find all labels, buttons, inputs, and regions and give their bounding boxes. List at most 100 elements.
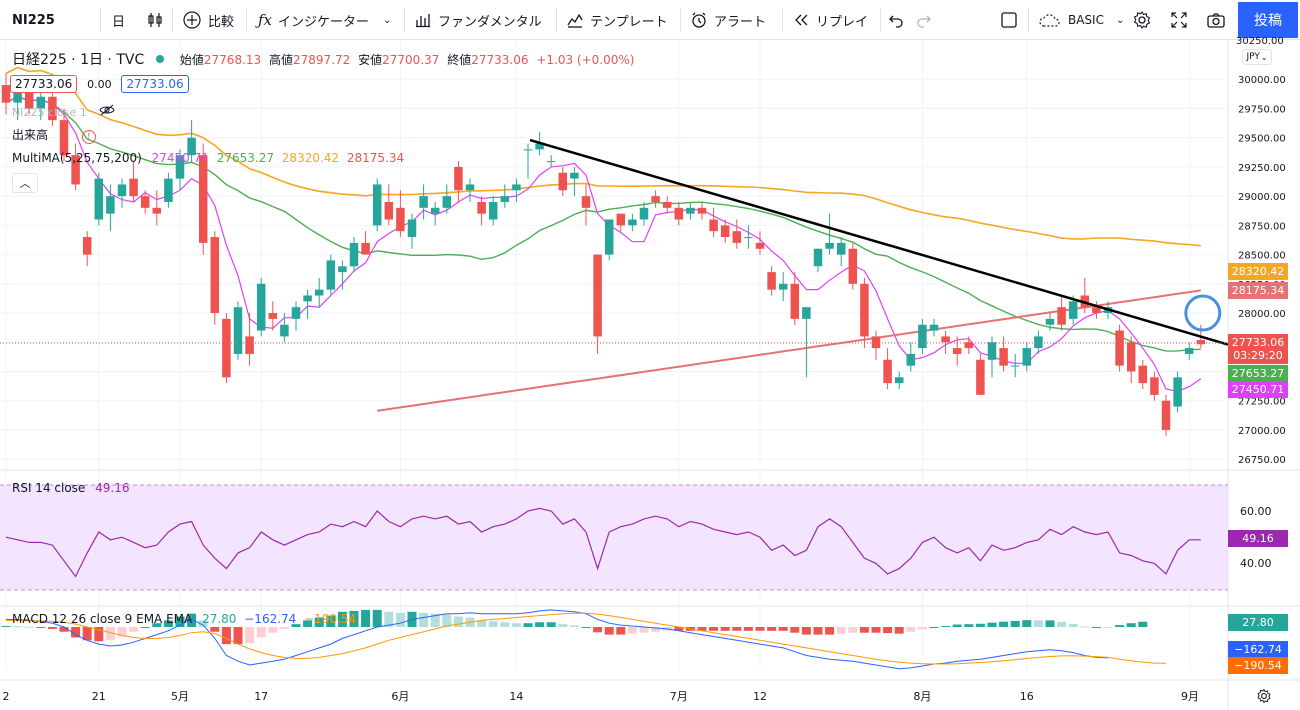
warning-icon[interactable]: ! [81,130,96,144]
settings-button[interactable] [1132,4,1152,36]
macd-histogram-bar [47,627,57,629]
layout-select-button[interactable] [1000,4,1018,36]
fundamentals-button[interactable]: ファンダメンタル [414,4,542,36]
candle [906,342,916,372]
candle-body [546,161,556,163]
ask-price[interactable]: 27733.06 [121,75,189,93]
candle [871,330,881,360]
candle [1184,342,1194,360]
macd-histogram-bar [419,612,429,627]
candle [929,318,939,337]
screenshot-button[interactable] [1206,4,1226,36]
candle [952,336,962,366]
macd-histogram-bar [488,621,498,627]
chart-type-button[interactable] [146,4,164,36]
candle [1010,353,1020,378]
macd-histogram-bar [871,627,881,633]
compare-button[interactable]: 比較 [182,4,234,36]
toolbar-divider [556,8,557,32]
candle-body [326,260,336,290]
macd-histogram-bar [523,623,533,627]
bid-price[interactable]: 27733.06 [10,75,78,93]
time-tick-label: 7月 [670,690,688,703]
top-toolbar: NI225 日 比較 ƒx インジケーター ⌄ フ [0,0,1300,40]
low-label: 安値 [358,53,383,67]
candle-body [164,178,173,202]
redo-button[interactable] [916,4,932,36]
candle-body [13,90,22,103]
candle [802,307,811,378]
macd-histogram-bar [883,627,893,634]
time-axis[interactable]: 2 21 5月 17 6月 14 7月 12 8月 16 9月 [3,690,1200,703]
time-axis-settings-button[interactable] [1254,688,1274,708]
fullscreen-button[interactable] [1170,4,1188,36]
square-icon [1000,11,1018,29]
candle [976,353,985,395]
macd-label[interactable]: MACD 12 26 close 9 EMA EMA [12,612,193,626]
candles [1,73,1206,436]
undo-button[interactable] [888,4,904,36]
macd-series [1,609,1167,670]
alert-button[interactable]: アラート [690,4,766,36]
templates-label: テンプレート [590,14,668,30]
price-tick-label: 28000.00 [1238,309,1286,320]
candle-body [36,96,46,109]
change-value: +1.03 (+0.00%) [536,53,635,67]
macd-histogram-bar [917,627,927,630]
highlight-circle-drawing[interactable] [1184,294,1222,332]
candle-body [71,155,80,185]
candle-body [964,342,974,349]
candle [1,73,11,115]
candle [500,184,510,208]
macd-histogram-bar [442,614,452,627]
replay-button[interactable]: リプレイ [792,4,868,36]
candle [488,196,498,226]
candle-body [1173,377,1182,407]
post-button[interactable]: 投稿 [1238,2,1298,38]
gear-icon [1256,688,1272,708]
camera-icon [1206,11,1226,29]
candle [709,207,718,238]
currency-button[interactable]: JPY ⌄ [1242,49,1272,65]
candle-body [419,196,428,208]
candle-body [744,237,753,239]
candle-body [1115,330,1124,366]
eye-crossed-icon[interactable] [99,104,115,119]
user-drawings[interactable] [529,138,1229,346]
indicators-button[interactable]: ƒx インジケーター ⌄ [258,4,391,36]
rsi-label[interactable]: RSI 14 close [12,481,86,495]
macd-histogram-bar [616,627,626,635]
candle [291,301,301,331]
templates-button[interactable]: テンプレート [566,4,668,36]
interval-button[interactable]: 日 [112,4,125,36]
macd-legend: MACD 12 26 close 9 EMA EMA 27.80 −162.74… [12,612,356,626]
ma25-price-tag: 27653.27 [1228,365,1288,382]
candle-body [628,219,637,226]
candle-body [651,196,660,202]
rsi-series [5,507,1201,578]
collapse-legend-button[interactable]: ︿ [12,173,38,193]
candle [198,143,208,255]
symbol-search-button[interactable]: NI225 [12,4,55,36]
hidden-series-label[interactable]: NI225 close 1 [12,106,87,119]
volume-label[interactable]: 出来高 [12,128,49,142]
candle [604,219,614,261]
price-tick-label: 27000.00 [1238,426,1286,437]
layout-name: BASIC [1068,13,1104,27]
layout-save-button[interactable]: BASIC ⌄ [1038,4,1124,36]
candle [883,348,892,390]
candle [1115,324,1124,372]
spread-value: 0.00 [87,78,112,91]
price-tick-label: 29500.00 [1238,134,1286,145]
chart-title[interactable]: 日経225 · 1日 · TVC [12,52,145,68]
chart-canvas[interactable]: 30000.00 29750.00 29500.00 29250.00 29000.00… [0,40,1300,710]
candle [546,155,556,167]
macd-histogram-bar [859,627,869,633]
multima-label[interactable]: MultiMA(5,25,75,200) [12,151,142,165]
multima-legend: MultiMA(5,25,75,200) 27450.71 27653.27 2… [12,151,404,165]
candle-body [465,184,475,191]
macd-histogram-bar [477,620,487,627]
candle [164,172,173,208]
black-trendline[interactable] [529,138,1229,346]
macd-histogram-bar [291,624,301,627]
